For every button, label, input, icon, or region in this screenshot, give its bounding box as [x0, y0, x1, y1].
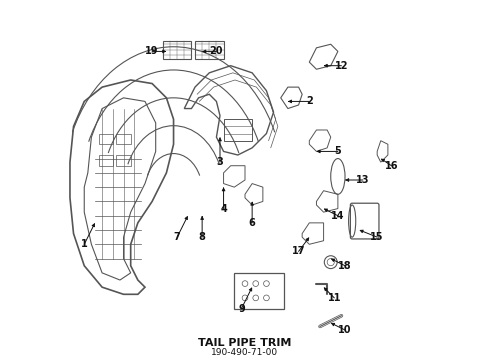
Text: 7: 7 [174, 232, 180, 242]
Text: 17: 17 [292, 247, 305, 256]
Text: 14: 14 [331, 211, 344, 221]
Text: 20: 20 [210, 46, 223, 57]
Text: 6: 6 [249, 218, 255, 228]
Text: 190-490-71-00: 190-490-71-00 [212, 348, 278, 357]
Text: 8: 8 [199, 232, 206, 242]
Text: 4: 4 [220, 203, 227, 213]
Text: 5: 5 [335, 147, 341, 157]
Text: 1: 1 [81, 239, 88, 249]
Text: 2: 2 [306, 96, 313, 107]
Text: TAIL PIPE TRIM: TAIL PIPE TRIM [198, 338, 292, 348]
Text: 13: 13 [356, 175, 369, 185]
Text: 18: 18 [338, 261, 352, 271]
Text: 9: 9 [238, 303, 245, 314]
Text: 19: 19 [146, 46, 159, 57]
Text: 3: 3 [217, 157, 223, 167]
Text: 15: 15 [370, 232, 384, 242]
Text: 12: 12 [335, 61, 348, 71]
Text: 10: 10 [338, 325, 352, 335]
Text: 16: 16 [385, 161, 398, 171]
Text: 11: 11 [327, 293, 341, 303]
